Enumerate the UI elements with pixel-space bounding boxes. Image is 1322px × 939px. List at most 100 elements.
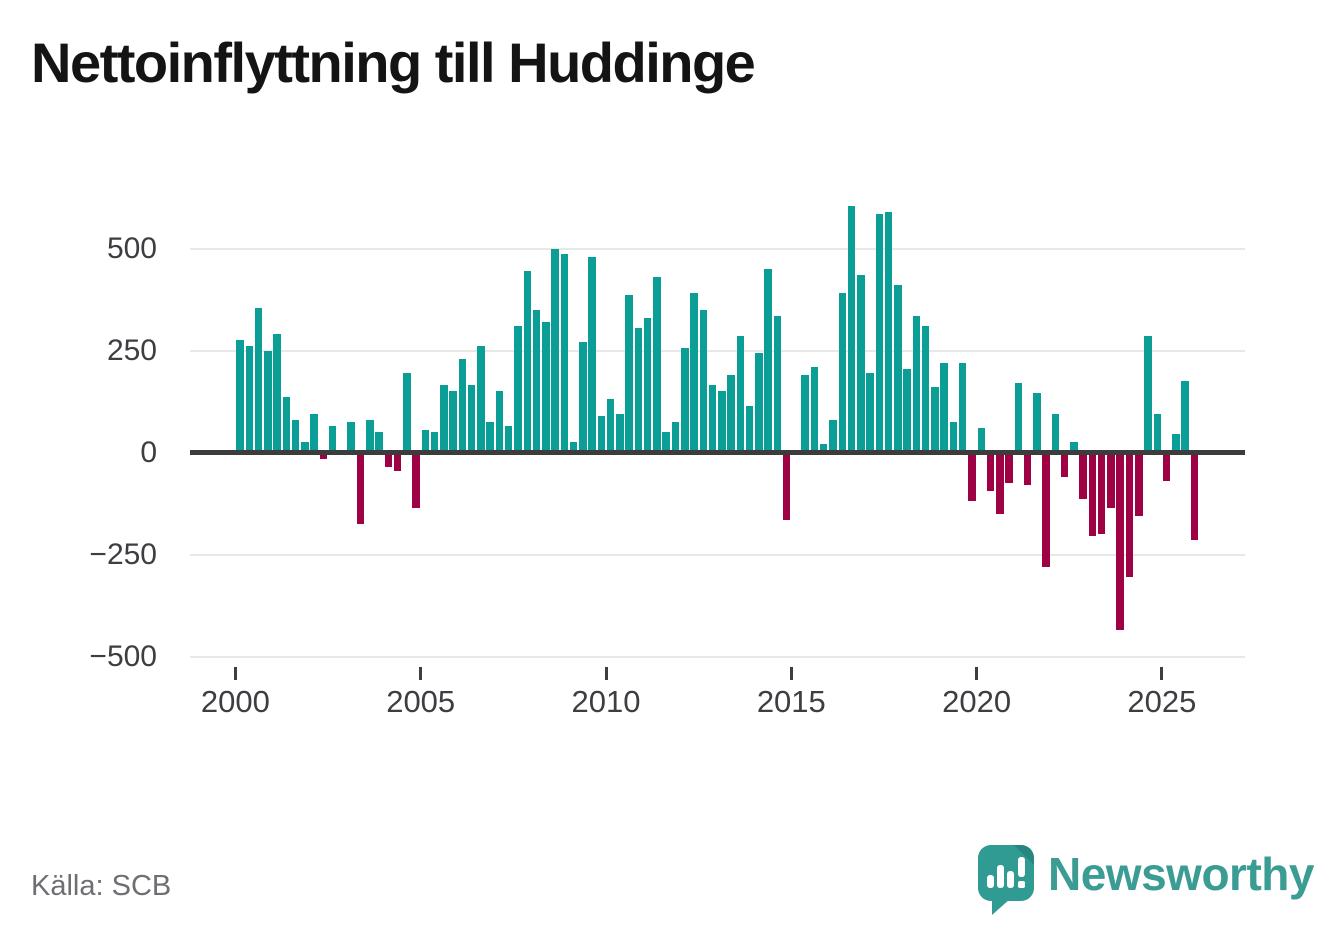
bar-2023-Q4 — [1116, 452, 1124, 630]
bar-2016-Q1 — [829, 419, 837, 453]
y-tick-label: −500 — [89, 639, 157, 673]
bar-2011-Q3 — [662, 432, 670, 453]
zero-axis-line — [190, 450, 1245, 455]
bar-2013-Q1 — [718, 391, 726, 453]
bar-2002-Q2 — [319, 452, 328, 459]
bar-2022-Q4 — [1079, 452, 1087, 500]
gridline-250 — [190, 349, 1245, 352]
bar-2013-Q4 — [745, 405, 754, 453]
bar-2024-Q2 — [1135, 452, 1143, 516]
bar-2014-Q1 — [755, 352, 763, 453]
bar-2023-Q1 — [1088, 452, 1097, 537]
bar-2007-Q3 — [514, 326, 522, 453]
y-tick-label: 0 — [140, 435, 157, 469]
bar-2001-Q3 — [291, 419, 300, 453]
bar-2025-Q1 — [1162, 452, 1171, 482]
bar-2006-Q1 — [458, 358, 467, 453]
bar-2000-Q1 — [236, 340, 244, 453]
bar-2012-Q3 — [699, 309, 708, 453]
bar-2004-Q3 — [403, 372, 411, 453]
speech-bubble-bar-chart-icon — [978, 845, 1034, 901]
logo-wordmark: Newsworthy — [1048, 848, 1314, 900]
bar-2019-Q3 — [958, 362, 967, 453]
bar-2009-Q4 — [597, 415, 606, 453]
bar-2006-Q2 — [467, 385, 476, 453]
bar-2004-Q4 — [412, 452, 420, 508]
bar-2009-Q3 — [588, 256, 596, 453]
bar-2024-Q3 — [1144, 336, 1152, 453]
bar-2019-Q1 — [940, 362, 948, 453]
bar-2002-Q1 — [310, 413, 318, 453]
x-tick-2015 — [789, 667, 793, 680]
bar-2006-Q4 — [486, 421, 494, 453]
x-tick-2025 — [1160, 667, 1164, 680]
bar-2005-Q4 — [449, 391, 457, 453]
bar-2020-Q2 — [986, 452, 995, 492]
x-tick-label-2000: 2000 — [200, 684, 270, 719]
y-tick-label: 250 — [106, 333, 157, 367]
bar-2022-Q2 — [1060, 452, 1069, 477]
bar-2004-Q2 — [393, 452, 402, 471]
bar-2025-Q4 — [1190, 452, 1199, 541]
bar-2007-Q2 — [504, 425, 513, 453]
bar-2010-Q2 — [616, 413, 624, 453]
bar-2003-Q3 — [366, 419, 374, 453]
bar-2009-Q1 — [569, 442, 578, 453]
bar-2023-Q3 — [1107, 452, 1115, 508]
bar-2003-Q2 — [356, 452, 365, 524]
bar-2016-Q2 — [838, 293, 847, 453]
bar-2011-Q2 — [653, 277, 661, 453]
y-tick-label: −250 — [89, 537, 157, 571]
bar-2008-Q3 — [551, 248, 559, 453]
bar-2015-Q4 — [819, 444, 828, 453]
bar-2018-Q2 — [912, 315, 921, 453]
bar-2017-Q1 — [866, 372, 874, 453]
bar-2001-Q4 — [301, 442, 309, 453]
bar-2002-Q3 — [328, 425, 337, 453]
bar-2019-Q4 — [968, 452, 976, 502]
x-tick-2010 — [604, 667, 608, 680]
bar-2019-Q2 — [949, 421, 958, 453]
x-tick-label-2015: 2015 — [756, 684, 826, 719]
x-tick-2020 — [975, 667, 979, 680]
bar-2016-Q4 — [857, 275, 865, 453]
x-tick-label-2010: 2010 — [571, 684, 641, 719]
bar-2021-Q3 — [1033, 393, 1041, 453]
bar-2015-Q2 — [801, 374, 809, 453]
x-tick-2000 — [233, 667, 237, 680]
x-tick-label-2005: 2005 — [386, 684, 456, 719]
bar-2007-Q1 — [495, 391, 504, 453]
bar-2008-Q4 — [560, 253, 569, 453]
bar-2009-Q2 — [579, 342, 587, 453]
bar-2024-Q4 — [1153, 413, 1162, 453]
bar-2010-Q3 — [625, 295, 633, 453]
bar-2011-Q1 — [643, 317, 652, 453]
bar-2020-Q1 — [977, 428, 985, 453]
bar-2017-Q3 — [884, 211, 893, 453]
bar-2003-Q4 — [375, 432, 383, 453]
bar-2011-Q4 — [671, 421, 680, 453]
bar-2005-Q1 — [421, 430, 430, 453]
gridline--250 — [190, 553, 1245, 556]
bar-2000-Q3 — [254, 307, 263, 453]
bar-2018-Q3 — [921, 326, 930, 453]
bar-2024-Q1 — [1125, 452, 1134, 577]
bar-2012-Q1 — [681, 348, 689, 453]
bar-2012-Q4 — [708, 385, 717, 453]
bar-2012-Q2 — [690, 293, 698, 453]
bar-2004-Q1 — [384, 452, 393, 467]
bar-2015-Q3 — [810, 366, 819, 453]
bar-2017-Q4 — [894, 285, 902, 453]
bar-2022-Q1 — [1051, 413, 1060, 453]
bar-2014-Q4 — [782, 452, 791, 520]
bar-2025-Q2 — [1172, 434, 1180, 453]
bar-2007-Q4 — [523, 270, 531, 453]
bar-2000-Q2 — [245, 346, 254, 453]
bar-2001-Q2 — [282, 397, 291, 453]
newsworthy-logo: Newsworthy — [978, 845, 1314, 915]
bar-2021-Q1 — [1014, 383, 1023, 453]
gridline-500 — [190, 247, 1245, 250]
bar-2016-Q3 — [847, 205, 856, 453]
